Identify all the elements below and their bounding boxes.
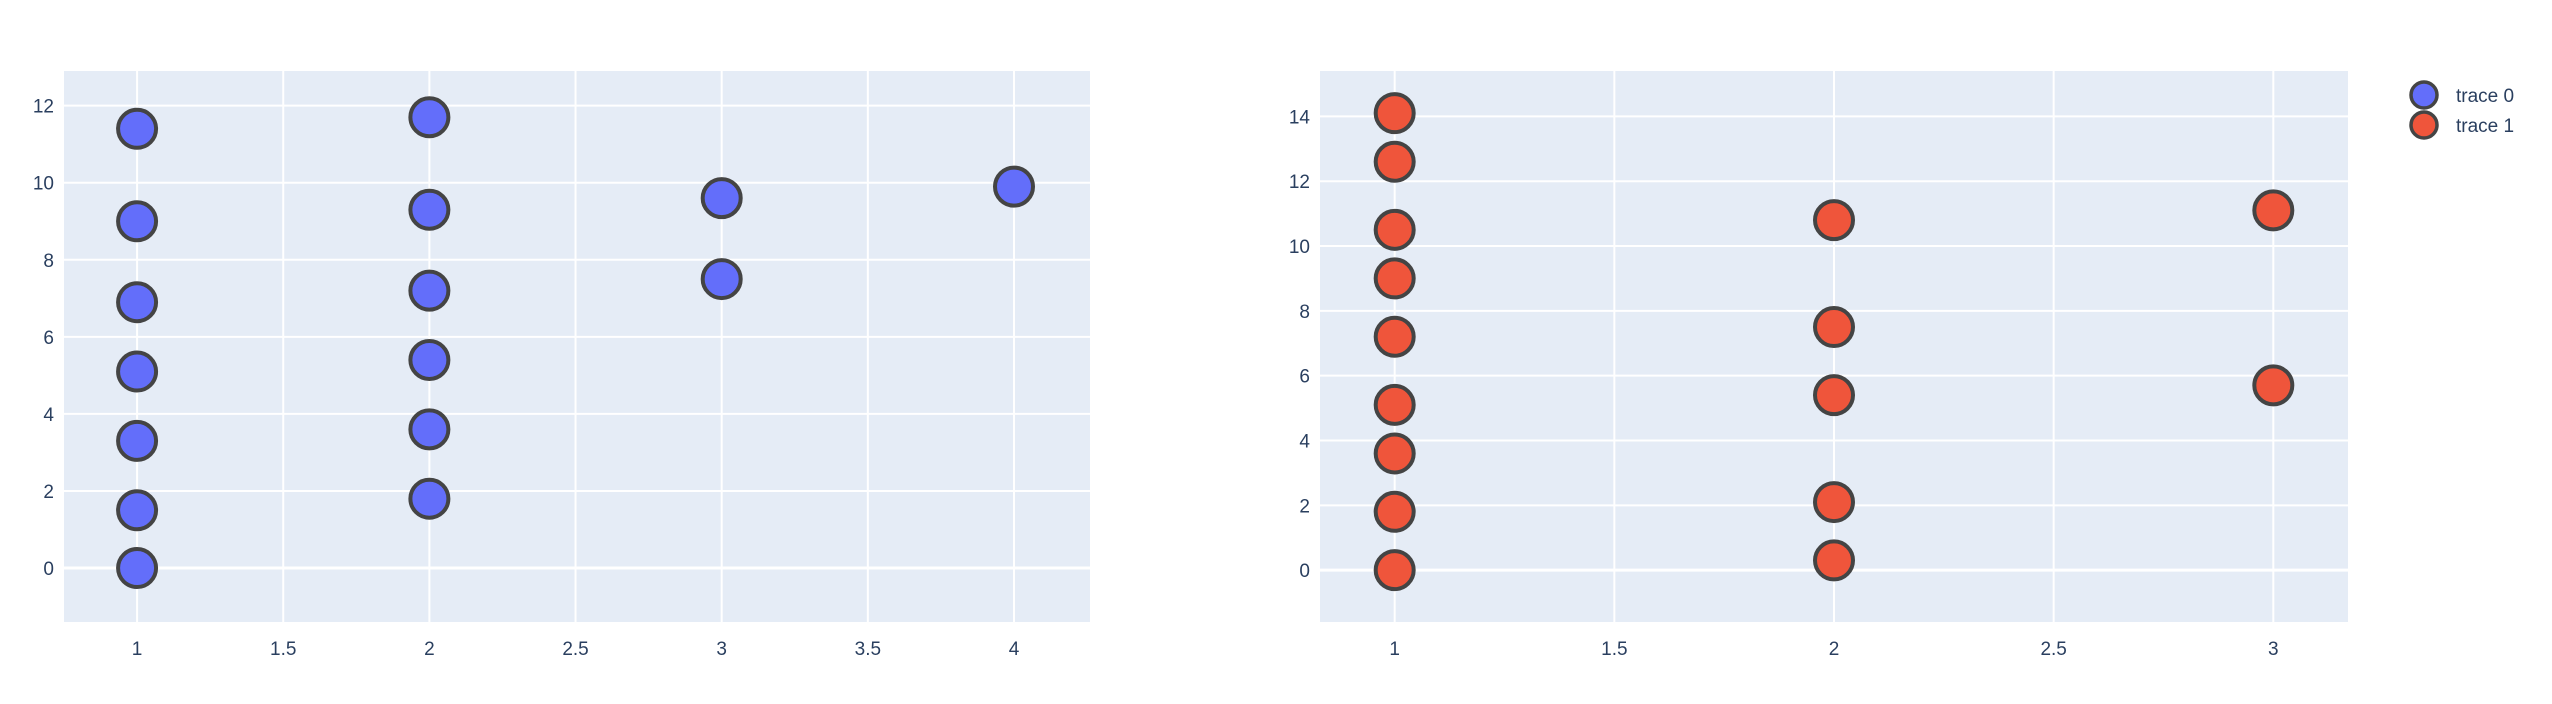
data-point [1813,199,1855,242]
data-point [2252,364,2295,407]
y-tick-label: 6 [1299,367,1310,388]
data-point [1373,490,1416,533]
data-point [700,177,743,220]
data-point [116,107,159,150]
legend: trace 0 trace 1 [2409,80,2514,140]
x-tick-label: 2 [424,639,435,660]
data-point [1373,315,1416,358]
data-point [700,258,743,301]
y-tick-label: 2 [43,482,54,503]
y-tick-label: 8 [1299,302,1310,323]
data-point [1373,257,1416,300]
x-tick-label: 2 [1829,639,1840,660]
data-point [408,269,451,312]
x-tick-label: 1 [132,639,143,660]
y-tick-label: 0 [43,559,54,580]
data-point [1373,383,1416,426]
data-point [116,547,159,590]
data-point [1373,208,1416,251]
data-point [408,96,451,139]
data-point [116,419,159,462]
y-tick-label: 8 [43,251,54,272]
x-tick-label: 2.5 [562,639,588,660]
data-point [2252,189,2295,232]
data-point [1373,140,1416,183]
y-tick-label: 4 [43,405,54,426]
legend-marker [2409,110,2439,140]
y-tick-label: 14 [1289,107,1311,128]
data-point [116,200,159,243]
y-tick-label: 0 [1299,561,1310,582]
y-tick-label: 10 [33,174,54,195]
data-point [1373,432,1416,475]
x-tick-label: 1.5 [1601,639,1627,660]
x-tick-label: 2.5 [2040,639,2066,660]
data-point [1373,549,1416,592]
subplot-left: 1 1.5 2 2.5 3 3.5 4 0 2 4 6 8 10 12 [33,71,1090,660]
subplot-right: 1 1.5 2 2.5 3 0 2 4 6 8 10 12 14 [1289,71,2348,660]
x-tick-label: 4 [1009,639,1020,660]
data-point [993,165,1035,208]
data-point [1813,306,1855,349]
y-tick-label: 12 [1289,172,1310,193]
legend-label: trace 1 [2456,116,2514,137]
data-point [116,489,159,532]
legend-marker [2409,80,2439,110]
data-point [116,350,159,393]
y-tick-label: 10 [1289,237,1310,258]
data-point [1813,539,1855,582]
legend-label: trace 0 [2456,86,2514,107]
y-tick-label: 12 [33,97,54,118]
x-tick-label: 1.5 [270,639,296,660]
data-point [408,477,451,520]
x-tick-label: 1 [1389,639,1400,660]
x-tick-label: 3 [2268,639,2279,660]
y-tick-label: 2 [1299,496,1310,517]
x-tick-label: 3 [716,639,727,660]
data-point [1373,92,1416,135]
y-tick-label: 6 [43,328,54,349]
data-point [116,281,159,324]
x-tick-label: 3.5 [855,639,881,660]
data-point [408,338,451,381]
data-point [1813,481,1855,524]
data-point [1813,374,1855,417]
data-point [408,188,451,231]
y-tick-label: 4 [1299,431,1310,452]
plot-area [64,71,1090,622]
data-point [408,408,451,451]
